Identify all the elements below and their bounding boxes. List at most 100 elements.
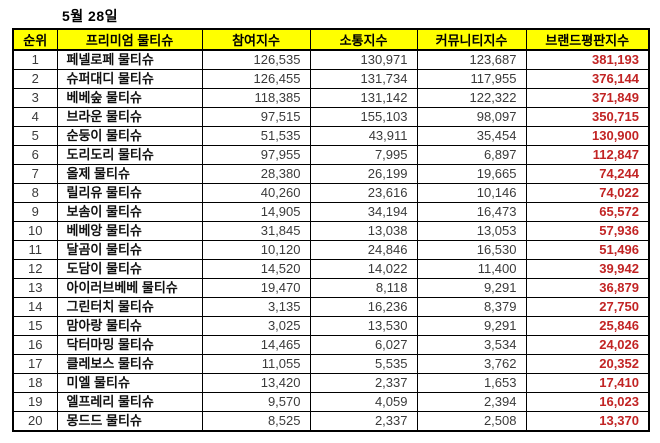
communication-index-cell: 8,118 — [309, 278, 418, 298]
reputation-index-cell: 350,715 — [525, 107, 650, 127]
participation-index-cell: 3,135 — [201, 297, 311, 317]
table-row: 1 페넬로페 물티슈 126,535 130,971 123,687 381,193 — [12, 49, 650, 70]
rank-cell: 1 — [12, 49, 58, 70]
table-body: 1 페넬로페 물티슈 126,535 130,971 123,687 381,193 2 슈퍼… — [12, 49, 650, 432]
community-index-cell: 3,762 — [416, 354, 527, 374]
reputation-index-cell: 24,026 — [525, 335, 650, 355]
communication-index-cell: 24,846 — [309, 240, 418, 260]
community-index-cell: 19,665 — [416, 164, 527, 184]
table-row: 19 엘프레리 물티슈 9,570 4,059 2,394 16,023 — [12, 392, 650, 412]
rank-cell: 17 — [12, 354, 58, 374]
community-index-cell: 16,473 — [416, 202, 527, 222]
participation-index-cell: 14,465 — [201, 335, 311, 355]
participation-index-cell: 97,955 — [201, 145, 311, 165]
table-row: 9 보솜이 물티슈 14,905 34,194 16,473 65,572 — [12, 202, 650, 222]
brand-cell: 페넬로페 물티슈 — [56, 49, 203, 70]
table-row: 10 베베앙 물티슈 31,845 13,038 13,053 57,936 — [12, 221, 650, 241]
rank-cell: 12 — [12, 259, 58, 279]
table-row: 13 아이러브베베 물티슈 19,470 8,118 9,291 36,879 — [12, 278, 650, 298]
community-index-cell: 3,534 — [416, 335, 527, 355]
table-row: 5 순둥이 물티슈 51,535 43,911 35,454 130,900 — [12, 126, 650, 146]
table-row: 17 클레보스 물티슈 11,055 5,535 3,762 20,352 — [12, 354, 650, 374]
rank-cell: 13 — [12, 278, 58, 298]
col-header-communication: 소통지수 — [309, 28, 418, 51]
table-row: 11 달곰이 물티슈 10,120 24,846 16,530 51,496 — [12, 240, 650, 260]
participation-index-cell: 51,535 — [201, 126, 311, 146]
col-header-participation: 참여지수 — [201, 28, 311, 51]
participation-index-cell: 9,570 — [201, 392, 311, 412]
community-index-cell: 122,322 — [416, 88, 527, 108]
col-header-community: 커뮤니티지수 — [416, 28, 527, 51]
brand-cell: 순둥이 물티슈 — [56, 126, 203, 146]
participation-index-cell: 3,025 — [201, 316, 311, 336]
col-header-brand: 프리미엄 물티슈 — [56, 28, 203, 51]
table-header: 순위 프리미엄 물티슈 참여지수 소통지수 커뮤니티지수 브랜드평판지수 — [12, 28, 650, 51]
table-row: 3 베베숲 물티슈 118,385 131,142 122,322 371,849 — [12, 88, 650, 108]
table-row: 4 브라운 물티슈 97,515 155,103 98,097 350,715 — [12, 107, 650, 127]
table-row: 6 도리도리 물티슈 97,955 7,995 6,897 112,847 — [12, 145, 650, 165]
col-header-rank: 순위 — [12, 28, 58, 51]
community-index-cell: 6,897 — [416, 145, 527, 165]
table-row: 8 릴리유 물티슈 40,260 23,616 10,146 74,022 — [12, 183, 650, 203]
rank-cell: 8 — [12, 183, 58, 203]
brand-cell: 릴리유 물티슈 — [56, 183, 203, 203]
community-index-cell: 8,379 — [416, 297, 527, 317]
community-index-cell: 117,955 — [416, 69, 527, 89]
reputation-index-cell: 57,936 — [525, 221, 650, 241]
community-index-cell: 9,291 — [416, 278, 527, 298]
community-index-cell: 10,146 — [416, 183, 527, 203]
community-index-cell: 2,508 — [416, 411, 527, 432]
communication-index-cell: 5,535 — [309, 354, 418, 374]
report-date: 5월 28일 — [62, 8, 119, 24]
community-index-cell: 2,394 — [416, 392, 527, 412]
reputation-index-cell: 13,370 — [525, 411, 650, 432]
reputation-index-cell: 130,900 — [525, 126, 650, 146]
communication-index-cell: 7,995 — [309, 145, 418, 165]
reputation-index-cell: 74,022 — [525, 183, 650, 203]
communication-index-cell: 43,911 — [309, 126, 418, 146]
communication-index-cell: 26,199 — [309, 164, 418, 184]
participation-index-cell: 10,120 — [201, 240, 311, 260]
participation-index-cell: 11,055 — [201, 354, 311, 374]
rank-cell: 9 — [12, 202, 58, 222]
community-index-cell: 98,097 — [416, 107, 527, 127]
brand-cell: 맘아랑 물티슈 — [56, 316, 203, 336]
brand-cell: 슈퍼대디 물티슈 — [56, 69, 203, 89]
participation-index-cell: 97,515 — [201, 107, 311, 127]
communication-index-cell: 6,027 — [309, 335, 418, 355]
rank-cell: 7 — [12, 164, 58, 184]
participation-index-cell: 40,260 — [201, 183, 311, 203]
brand-cell: 몽드드 물티슈 — [56, 411, 203, 432]
reputation-index-cell: 371,849 — [525, 88, 650, 108]
communication-index-cell: 14,022 — [309, 259, 418, 279]
communication-index-cell: 34,194 — [309, 202, 418, 222]
brand-reputation-table: 순위 프리미엄 물티슈 참여지수 소통지수 커뮤니티지수 브랜드평판지수 1 페넬… — [12, 28, 650, 432]
reputation-index-cell: 16,023 — [525, 392, 650, 412]
reputation-index-cell: 20,352 — [525, 354, 650, 374]
table-row: 2 슈퍼대디 물티슈 126,455 131,734 117,955 376,144 — [12, 69, 650, 89]
brand-cell: 미엘 물티슈 — [56, 373, 203, 393]
community-index-cell: 123,687 — [416, 49, 527, 70]
participation-index-cell: 126,455 — [201, 69, 311, 89]
rank-cell: 2 — [12, 69, 58, 89]
communication-index-cell: 2,337 — [309, 411, 418, 432]
community-index-cell: 13,053 — [416, 221, 527, 241]
rank-cell: 15 — [12, 316, 58, 336]
brand-cell: 도담이 물티슈 — [56, 259, 203, 279]
rank-cell: 3 — [12, 88, 58, 108]
table-row: 15 맘아랑 물티슈 3,025 13,530 9,291 25,846 — [12, 316, 650, 336]
brand-cell: 도리도리 물티슈 — [56, 145, 203, 165]
rank-cell: 6 — [12, 145, 58, 165]
header-row: 순위 프리미엄 물티슈 참여지수 소통지수 커뮤니티지수 브랜드평판지수 — [12, 28, 650, 51]
communication-index-cell: 155,103 — [309, 107, 418, 127]
participation-index-cell: 13,420 — [201, 373, 311, 393]
reputation-index-cell: 65,572 — [525, 202, 650, 222]
rank-cell: 4 — [12, 107, 58, 127]
community-index-cell: 16,530 — [416, 240, 527, 260]
rank-cell: 20 — [12, 411, 58, 432]
participation-index-cell: 118,385 — [201, 88, 311, 108]
rank-cell: 11 — [12, 240, 58, 260]
reputation-index-cell: 381,193 — [525, 49, 650, 70]
rank-cell: 16 — [12, 335, 58, 355]
participation-index-cell: 28,380 — [201, 164, 311, 184]
